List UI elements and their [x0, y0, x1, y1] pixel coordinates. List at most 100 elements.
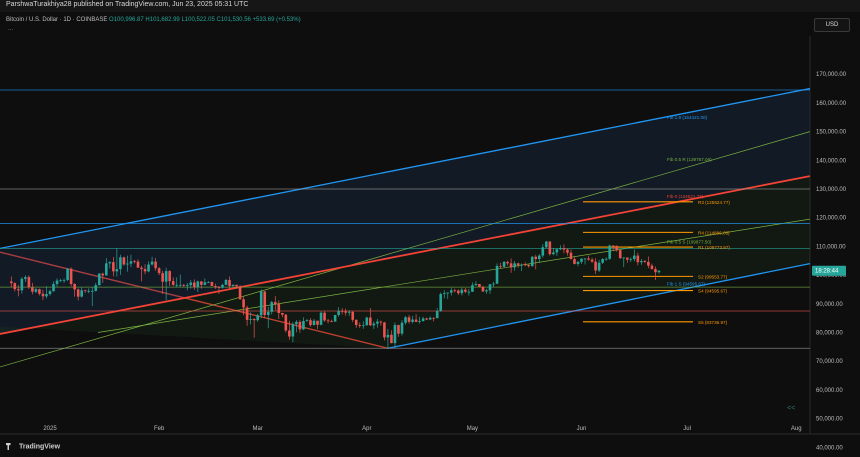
- candle-body: [442, 293, 446, 295]
- close-value: C101,530.56: [216, 17, 251, 23]
- candle-body: [527, 265, 531, 267]
- low-value: L100,522.05: [181, 17, 215, 23]
- candle-body: [143, 269, 147, 272]
- candle-body: [182, 284, 186, 286]
- candle-body: [446, 292, 450, 294]
- y-tick-label: 60,000.00: [816, 388, 843, 394]
- candle-body: [555, 249, 559, 253]
- more-icon[interactable]: ...: [8, 26, 14, 32]
- y-tick-label: 70,000.00: [816, 359, 843, 365]
- candle-body: [358, 325, 362, 326]
- candle-body: [453, 290, 457, 292]
- candle-body: [654, 269, 657, 273]
- chevrons-icon[interactable]: <<: [787, 405, 796, 412]
- candle-body: [196, 281, 200, 288]
- tradingview-logo[interactable]: TradingView: [6, 443, 60, 450]
- y-tick-label: 90,000.00: [816, 302, 843, 308]
- candle-body: [460, 289, 464, 294]
- candle-body: [506, 261, 509, 264]
- candle-body: [52, 283, 55, 292]
- candle-body: [62, 279, 66, 281]
- candle-body: [66, 268, 69, 280]
- price-tag-text: 18:28:44: [815, 269, 839, 275]
- y-tick-label: 140,000.00: [816, 158, 847, 164]
- candle-body: [133, 261, 136, 263]
- candle-body: [309, 320, 312, 326]
- candle-body: [569, 252, 573, 260]
- x-tick-label: Jul: [683, 426, 691, 432]
- candle-body: [530, 256, 534, 267]
- pivot-label: S4 (94595.67): [698, 289, 728, 294]
- candle-body: [157, 268, 161, 274]
- candle-body: [9, 281, 13, 284]
- x-tick-label: Aug: [791, 426, 802, 432]
- candle-body: [643, 261, 647, 262]
- candle-body: [629, 259, 633, 260]
- y-tick-label: 110,000.00: [816, 244, 846, 250]
- open-value: O100,996.87: [109, 17, 144, 23]
- candle-body: [178, 284, 182, 286]
- y-axis[interactable]: 170,000.00 160,000.00 150,000.00 140,000.00…: [816, 72, 847, 451]
- candle-body: [647, 261, 650, 266]
- candle-body: [295, 321, 298, 325]
- x-tick-label: Feb: [154, 426, 165, 432]
- candle-body: [259, 291, 263, 316]
- candle-body: [552, 252, 555, 255]
- candle-body: [80, 290, 83, 297]
- candle-body: [168, 271, 171, 282]
- candle-body: [161, 273, 164, 282]
- candle-body: [112, 262, 115, 272]
- candle-body: [404, 317, 407, 323]
- candle-body: [548, 241, 552, 255]
- candle-body: [105, 263, 108, 276]
- candle-body: [435, 310, 439, 319]
- descending-trendline: [0, 251, 389, 349]
- candle-body: [478, 283, 481, 287]
- candle-body: [150, 261, 154, 265]
- candle-body: [432, 317, 435, 319]
- candle-body: [252, 319, 256, 321]
- candle-body: [580, 258, 583, 262]
- y-tick-label: 120,000.00: [816, 216, 847, 222]
- candle-body: [231, 284, 235, 287]
- candle-body: [365, 317, 369, 326]
- candle-body: [421, 318, 425, 322]
- symbol-ohlc-legend: Bitcoin / U.S. Dollar · 1D · COINBASE O1…: [6, 17, 301, 23]
- candle-body: [31, 287, 34, 292]
- channel-mid-upper-line: [0, 131, 810, 368]
- candle-body: [562, 248, 566, 250]
- candle-body: [622, 257, 626, 259]
- publisher-text: ParshwaTurakhiya28 published on TradingV…: [6, 1, 249, 8]
- candle-body: [326, 320, 330, 322]
- pivot-label: S2 (99553.77): [698, 274, 728, 279]
- candle-body: [611, 245, 615, 247]
- candle-body: [48, 291, 52, 295]
- candle-body: [439, 294, 443, 311]
- fib-label: Fib 1 S (94595.67): [667, 281, 706, 286]
- x-tick-label: Mar: [253, 426, 263, 432]
- candle-body: [425, 318, 428, 320]
- candle-body: [636, 255, 640, 263]
- candle-body: [242, 299, 245, 308]
- candle-body: [397, 325, 400, 334]
- candle-body: [418, 321, 421, 322]
- candle-body: [583, 258, 587, 260]
- brand-name: TradingView: [19, 443, 61, 451]
- candle-body: [38, 289, 41, 294]
- currency-button[interactable]: USD: [814, 18, 850, 32]
- x-axis[interactable]: 2025 Feb Mar Apr May Jun Jul Aug: [43, 426, 801, 432]
- channel-mid-lower-line: [97, 218, 810, 333]
- candle-body: [650, 265, 654, 270]
- symbol-name[interactable]: Bitcoin / U.S. Dollar · 1D · COINBASE: [6, 17, 108, 23]
- candle-body: [541, 247, 545, 256]
- candle-body: [284, 314, 288, 331]
- candle-body: [347, 311, 351, 313]
- x-tick-label: Apr: [362, 426, 371, 432]
- candle-body: [101, 273, 105, 276]
- candle-body: [200, 281, 203, 285]
- candle-body: [224, 279, 228, 285]
- candle-body: [545, 241, 548, 248]
- candle-body: [193, 282, 196, 288]
- candle-body: [94, 285, 98, 291]
